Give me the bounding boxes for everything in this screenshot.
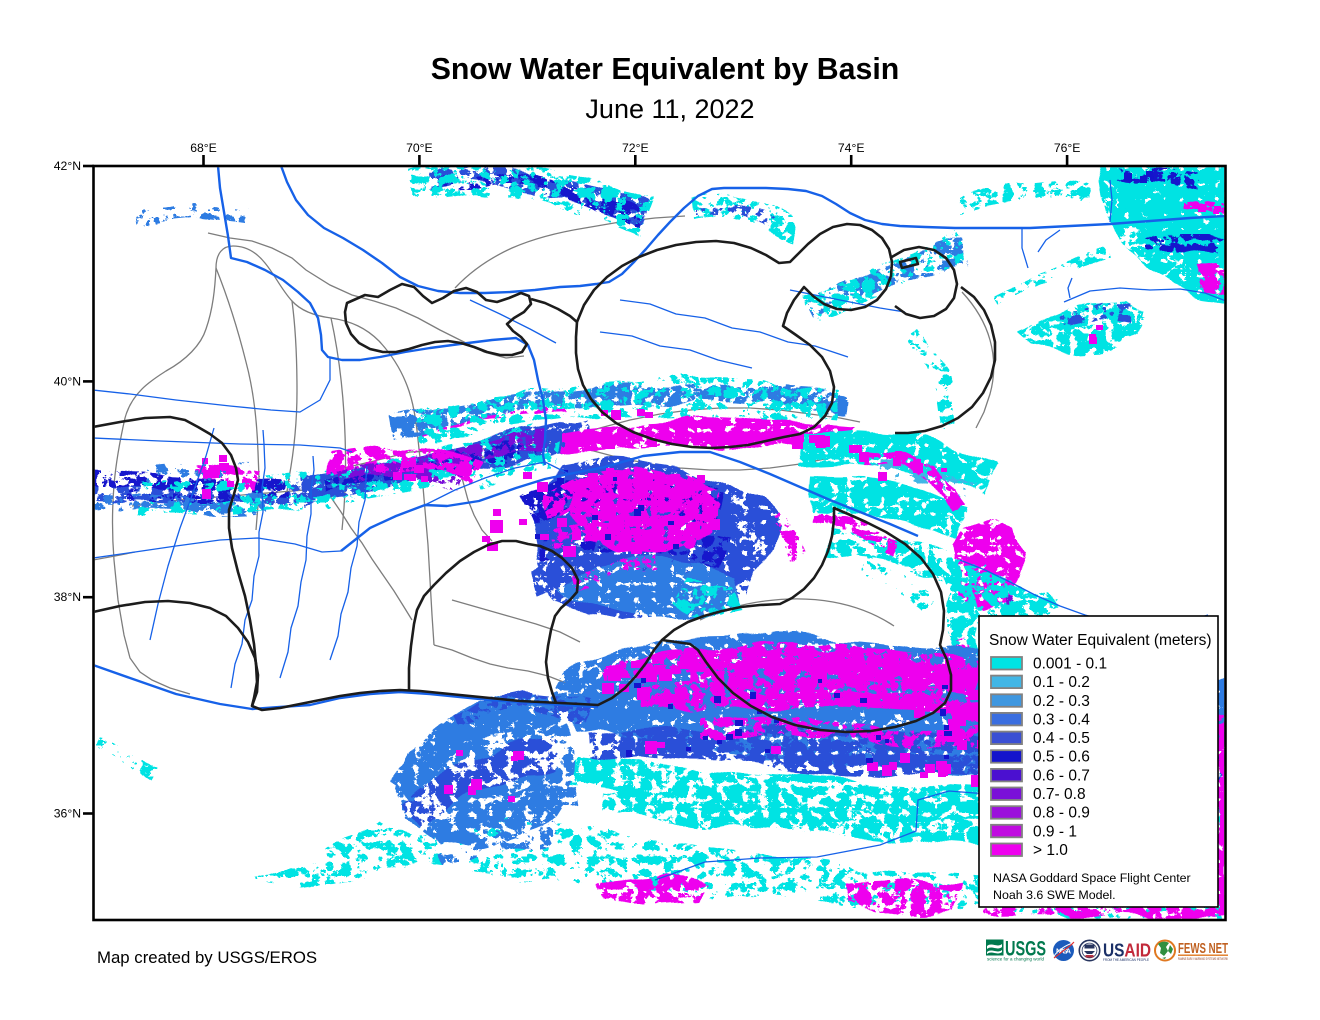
svg-text:science for a changing world: science for a changing world — [987, 957, 1045, 962]
svg-text:Snow Water Equivalent (meters): Snow Water Equivalent (meters) — [989, 632, 1212, 649]
svg-text:June 11, 2022: June 11, 2022 — [585, 94, 754, 124]
svg-text:0.8 - 0.9: 0.8 - 0.9 — [1033, 805, 1090, 822]
svg-text:USGS: USGS — [1005, 938, 1046, 961]
svg-text:0.3 - 0.4: 0.3 - 0.4 — [1033, 711, 1090, 728]
svg-text:70°E: 70°E — [406, 141, 433, 155]
svg-text:FROM THE AMERICAN PEOPLE: FROM THE AMERICAN PEOPLE — [1103, 957, 1149, 962]
svg-text:NASA Goddard Space Flight Cent: NASA Goddard Space Flight Center — [993, 871, 1191, 885]
svg-text:74°E: 74°E — [838, 141, 865, 155]
svg-text:76°E: 76°E — [1054, 141, 1081, 155]
svg-text:Noah 3.6 SWE Model.: Noah 3.6 SWE Model. — [993, 888, 1116, 902]
svg-text:0.5 - 0.6: 0.5 - 0.6 — [1033, 749, 1090, 766]
svg-text:0.4 - 0.5: 0.4 - 0.5 — [1033, 730, 1090, 747]
svg-text:36°N: 36°N — [54, 807, 81, 821]
svg-text:0.9 - 1: 0.9 - 1 — [1033, 823, 1077, 840]
svg-text:42°N: 42°N — [54, 159, 81, 173]
svg-text:Map created by USGS/EROS: Map created by USGS/EROS — [97, 948, 317, 967]
svg-text:0.001 - 0.1: 0.001 - 0.1 — [1033, 656, 1107, 673]
svg-text:40°N: 40°N — [54, 374, 81, 388]
svg-text:68°E: 68°E — [190, 141, 217, 155]
svg-text:72°E: 72°E — [622, 141, 649, 155]
svg-text:0.7- 0.8: 0.7- 0.8 — [1033, 786, 1086, 803]
svg-text:FAMINE EARLY WARNING SYSTEMS N: FAMINE EARLY WARNING SYSTEMS NETWORK — [1178, 957, 1228, 961]
svg-text:38°N: 38°N — [54, 590, 81, 604]
svg-text:FEWS NET: FEWS NET — [1178, 941, 1228, 957]
svg-text:0.1 - 0.2: 0.1 - 0.2 — [1033, 674, 1090, 691]
svg-text:0.6 - 0.7: 0.6 - 0.7 — [1033, 767, 1090, 784]
svg-text:0.2 - 0.3: 0.2 - 0.3 — [1033, 693, 1090, 710]
svg-text:USAID: USAID — [1103, 941, 1151, 961]
svg-text:Snow Water Equivalent by Basin: Snow Water Equivalent by Basin — [431, 53, 900, 86]
svg-text:> 1.0: > 1.0 — [1033, 842, 1068, 859]
